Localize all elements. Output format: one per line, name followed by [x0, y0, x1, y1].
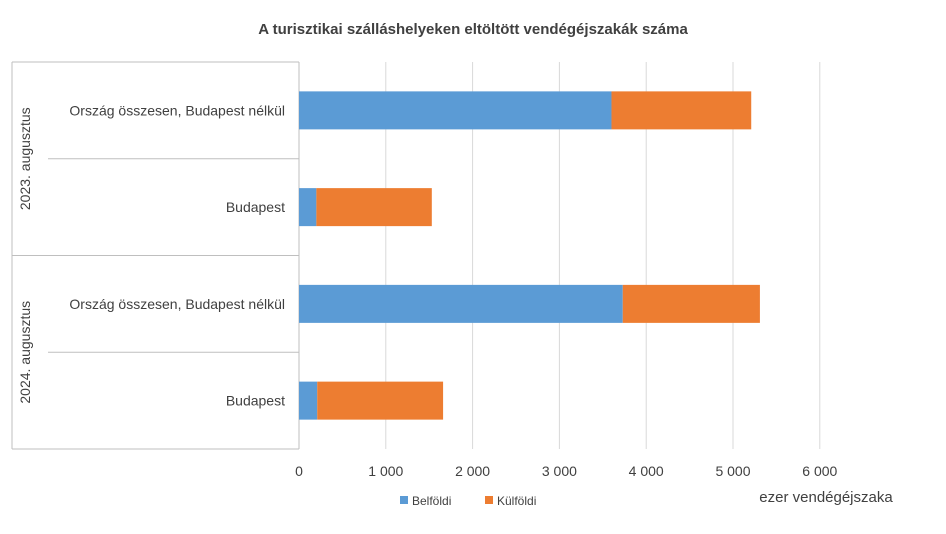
bar-belföldi	[299, 284, 623, 323]
category-label: Budapest	[226, 393, 285, 409]
x-axis-label: ezer vendégéjszaka	[759, 489, 893, 506]
x-tick-label: 0	[295, 463, 303, 479]
x-tick-label: 5 000	[715, 463, 750, 479]
chart-title: A turisztikai szálláshelyeken eltöltött …	[258, 21, 688, 38]
bar-belföldi	[299, 188, 317, 227]
category-label: Ország összesen, Budapest nélkül	[69, 102, 285, 118]
bar-külföldi	[317, 381, 444, 420]
plot-area: Ország összesen, Budapest nélkül Budapest…	[11, 61, 838, 479]
bar-külföldi	[316, 188, 432, 227]
legend-swatch	[400, 496, 408, 504]
legend-label: Belföldi	[412, 494, 451, 508]
group-label: 2024. augusztus	[17, 301, 33, 404]
x-tick-label: 6 000	[802, 463, 837, 479]
x-tick-label: 1 000	[368, 463, 403, 479]
x-tick-label: 4 000	[629, 463, 664, 479]
x-tick-label: 2 000	[455, 463, 490, 479]
x-tick-label: 3 000	[542, 463, 577, 479]
legend-swatch	[485, 496, 493, 504]
group-label: 2023. augusztus	[17, 107, 33, 210]
bar-belföldi	[299, 91, 612, 130]
category-label: Ország összesen, Budapest nélkül	[69, 296, 285, 312]
bar-belföldi	[299, 381, 318, 420]
bar-külföldi	[611, 91, 752, 130]
category-label: Budapest	[226, 199, 285, 215]
bar-külföldi	[622, 284, 760, 323]
legend-label: Külföldi	[497, 494, 536, 508]
legend: Belföldi Külföldi	[400, 494, 536, 508]
